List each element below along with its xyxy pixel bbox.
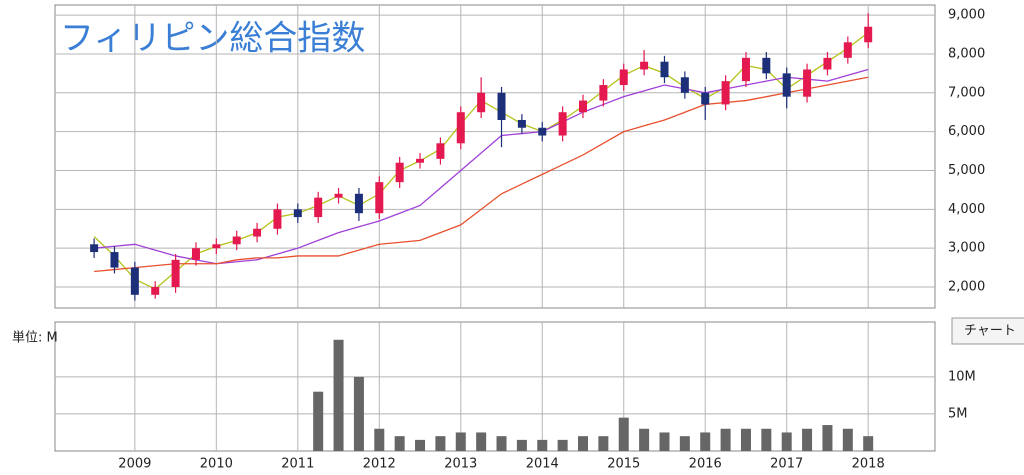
candle-body — [293, 209, 302, 218]
candle-body — [803, 69, 812, 97]
tooltip: チャート — [964, 324, 1016, 339]
volume-bar — [435, 436, 446, 451]
volume-bar — [740, 428, 751, 451]
unit-label: 単位: M — [12, 330, 58, 346]
volume-bar — [557, 439, 568, 451]
candle-body — [151, 287, 160, 295]
candle-body — [843, 42, 852, 58]
x-tick-label: 2018 — [852, 457, 885, 472]
candle-body — [191, 248, 200, 260]
candle-body — [395, 162, 404, 183]
x-tick-label: 2016 — [689, 457, 722, 472]
volume-bar — [720, 428, 731, 451]
candle-body — [212, 244, 221, 249]
volume-bar — [842, 428, 853, 451]
volume-bar — [455, 432, 466, 451]
volume-bar — [313, 391, 324, 451]
candle-body — [599, 85, 608, 101]
candle-body — [416, 158, 425, 163]
y-tick-label: 2,000 — [948, 280, 985, 295]
volume-bar — [333, 339, 344, 451]
moving-average — [94, 76, 869, 273]
candle-body — [558, 112, 567, 136]
volume-bar — [578, 436, 588, 451]
x-tick-label: 2014 — [526, 457, 559, 472]
volume-bar — [863, 436, 874, 451]
candle-body — [314, 197, 323, 218]
volume-bar — [394, 436, 405, 451]
candle-body — [334, 193, 343, 198]
candle-body — [517, 119, 526, 128]
y-tick-label: 6,000 — [948, 124, 985, 139]
candle-body — [253, 228, 262, 237]
candle-body — [782, 73, 791, 97]
y-tick-label: 4,000 — [948, 202, 985, 217]
y-tick-label: 5,000 — [948, 163, 985, 178]
x-tick-label: 2012 — [363, 457, 396, 472]
volume-bar — [537, 439, 548, 451]
x-tick-label: 2010 — [200, 457, 233, 472]
candle-body — [864, 26, 873, 43]
volume-bar — [822, 425, 833, 451]
volume-bar — [761, 428, 772, 451]
volume-bar — [802, 428, 813, 451]
candle-body — [497, 92, 506, 120]
x-tick-label: 2013 — [444, 457, 477, 472]
candle-body — [660, 61, 669, 78]
volume-bar — [598, 436, 609, 451]
y-tick-label: 9,000 — [948, 8, 985, 23]
candle-body — [762, 57, 771, 74]
y-tick-label: 10M — [948, 369, 976, 384]
x-tick-label: 2017 — [770, 457, 803, 472]
candle-body — [232, 236, 241, 245]
candle-body — [538, 127, 547, 136]
candle-body — [579, 100, 587, 113]
candle-body — [701, 92, 710, 105]
x-tick-label: 2009 — [118, 457, 151, 472]
candle-body — [354, 193, 363, 214]
y-tick-label: 3,000 — [948, 241, 985, 256]
volume-panel — [54, 321, 936, 452]
candle-body — [721, 81, 730, 105]
candle-body — [375, 182, 384, 214]
volume-bar — [374, 428, 385, 451]
volume-bar — [781, 432, 792, 451]
volume-bar — [415, 439, 426, 451]
candle-body — [436, 143, 445, 159]
x-tick-label: 2015 — [607, 457, 640, 472]
chart-title: フィリピン総合指数 — [60, 19, 365, 59]
volume-bar — [679, 436, 690, 451]
volume-bar — [659, 432, 670, 451]
volume-bar — [496, 436, 507, 451]
volume-bar — [618, 417, 629, 451]
volume-bar — [353, 376, 364, 451]
candle-body — [823, 57, 832, 70]
price-panel — [54, 4, 936, 309]
volume-bar — [516, 439, 527, 451]
volume-bar — [700, 432, 711, 451]
candle-body — [273, 209, 282, 229]
candle-body — [110, 252, 119, 268]
candle-body — [640, 61, 649, 70]
y-tick-label: 5M — [948, 406, 968, 421]
candle-body — [477, 92, 486, 113]
candle-body — [619, 69, 628, 86]
candle-body — [741, 57, 750, 82]
volume-bar — [639, 428, 650, 451]
candle-body — [90, 244, 99, 253]
candle-body — [130, 267, 139, 295]
y-tick-label: 7,000 — [948, 85, 985, 100]
candle-body — [680, 77, 689, 93]
tooltip-box — [951, 317, 1024, 345]
candle-body — [171, 259, 180, 288]
y-tick-label: 8,000 — [948, 46, 985, 61]
candle-body — [456, 112, 465, 144]
x-tick-label: 2011 — [281, 457, 314, 472]
volume-bar — [476, 432, 487, 451]
